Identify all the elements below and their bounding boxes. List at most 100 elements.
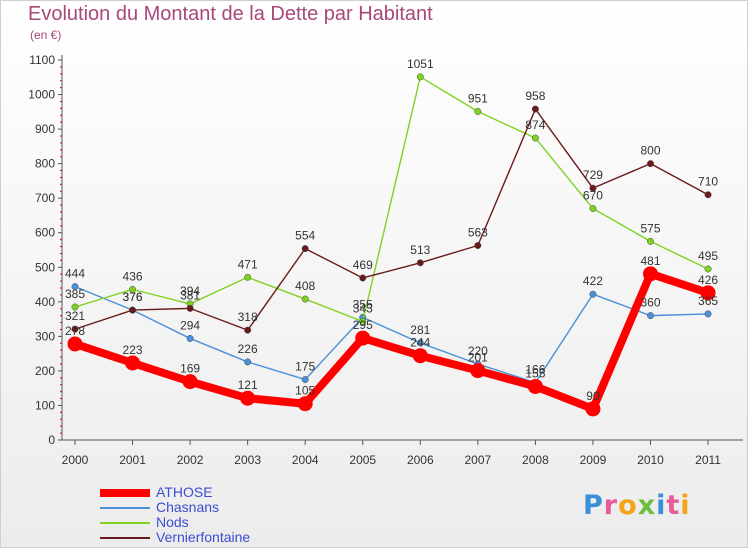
data-label: 220 — [468, 344, 488, 358]
data-label: 710 — [698, 175, 718, 189]
data-label: 670 — [583, 189, 603, 203]
logo-letter: o — [618, 490, 638, 521]
data-label: 223 — [123, 343, 143, 357]
data-label: 444 — [65, 267, 85, 281]
data-point — [359, 318, 367, 325]
y-tick-label: 1100 — [29, 53, 55, 67]
data-point — [244, 358, 252, 366]
data-point — [700, 285, 716, 301]
data-label: 426 — [698, 273, 718, 287]
chart-data-labels: 278 223 169 121 105 295 244 201 155 90 481 426 444 37… — [65, 57, 718, 403]
data-point — [585, 401, 601, 417]
chart-axes: 0 100 200 300 400 500 600 700 800 900 1000 1100 2000… — [28, 53, 743, 467]
legend-swatch — [100, 489, 150, 497]
data-label: 201 — [468, 351, 488, 365]
legend-label: Nods — [156, 514, 189, 530]
chart-series — [67, 73, 716, 417]
logo-letter: t — [666, 490, 681, 521]
data-point — [244, 273, 252, 281]
data-point — [297, 396, 313, 412]
x-tick-label: 2000 — [62, 453, 89, 467]
data-point — [186, 304, 194, 312]
x-tick-label: 2010 — [637, 453, 664, 467]
data-point — [182, 374, 198, 390]
data-point — [129, 306, 137, 314]
legend-label: Chasnans — [156, 499, 220, 515]
data-point — [71, 325, 79, 333]
data-point — [647, 237, 654, 245]
data-point — [301, 376, 309, 383]
legend-label: Vernierfontaine — [156, 529, 251, 545]
data-label: 90 — [586, 389, 600, 403]
x-tick-label: 2011 — [695, 453, 721, 467]
legend-swatch — [100, 522, 150, 524]
x-tick-label: 2001 — [119, 453, 146, 467]
data-label: 278 — [65, 324, 85, 338]
x-tick-label: 2003 — [234, 453, 261, 467]
legend-label: ATHOSE — [156, 484, 213, 500]
series-line-athose — [71, 269, 713, 413]
data-point — [416, 339, 424, 347]
legend-swatch — [100, 537, 150, 539]
data-label: 513 — [410, 243, 430, 257]
x-tick-label: 2009 — [580, 453, 607, 467]
data-label: 800 — [640, 144, 660, 158]
data-point — [186, 334, 194, 342]
y-tick-label: 700 — [35, 191, 55, 205]
y-tick-label: 600 — [35, 226, 55, 240]
data-point — [531, 105, 539, 113]
logo-letter: x — [637, 490, 657, 521]
logo-letter: P — [583, 490, 604, 521]
y-tick-label: 200 — [35, 364, 55, 378]
data-label: 365 — [698, 294, 718, 308]
data-label: 281 — [410, 323, 430, 337]
data-point — [244, 326, 252, 334]
data-label: 381 — [180, 288, 200, 302]
data-label: 295 — [353, 318, 373, 332]
chart-title: Evolution du Montant de la Dette par Hab… — [28, 3, 433, 25]
x-tick-label: 2005 — [349, 453, 376, 467]
data-point — [704, 191, 712, 199]
data-point — [71, 303, 79, 311]
data-point — [412, 348, 428, 364]
data-label: 554 — [295, 229, 315, 243]
data-label: 436 — [123, 269, 143, 283]
series-line-nods — [74, 76, 709, 323]
data-label: 376 — [123, 290, 143, 304]
data-point — [589, 205, 597, 212]
data-point — [643, 266, 658, 282]
data-label: 951 — [468, 91, 488, 105]
data-label: 376 — [123, 290, 143, 304]
data-label: 394 — [180, 284, 200, 298]
logo-letter: i — [680, 490, 691, 521]
y-tick-label: 500 — [35, 260, 55, 274]
data-point — [71, 283, 79, 291]
data-point — [589, 184, 597, 192]
data-point — [129, 285, 137, 293]
data-label: 226 — [238, 342, 258, 356]
data-label: 175 — [295, 360, 315, 374]
data-label: 422 — [583, 274, 603, 288]
data-label: 169 — [180, 362, 200, 376]
data-point — [301, 245, 309, 253]
data-point — [704, 265, 712, 273]
data-label: 469 — [353, 258, 373, 272]
y-tick-label: 1000 — [28, 88, 55, 102]
data-point — [474, 108, 482, 115]
x-tick-label: 2007 — [464, 453, 491, 467]
data-label: 958 — [525, 89, 545, 103]
data-label: 575 — [640, 221, 660, 235]
data-label: 244 — [410, 336, 430, 350]
data-point — [589, 290, 597, 298]
x-tick-label: 2006 — [407, 453, 434, 467]
data-label: 481 — [640, 254, 660, 268]
data-label: 729 — [583, 168, 603, 182]
proxiti-logo: Proxiti — [583, 490, 691, 521]
y-tick-label: 100 — [35, 398, 55, 412]
data-label: 355 — [353, 297, 373, 311]
data-point — [647, 312, 654, 320]
data-label: 385 — [65, 287, 85, 301]
data-point — [527, 378, 543, 394]
data-point — [647, 160, 654, 168]
